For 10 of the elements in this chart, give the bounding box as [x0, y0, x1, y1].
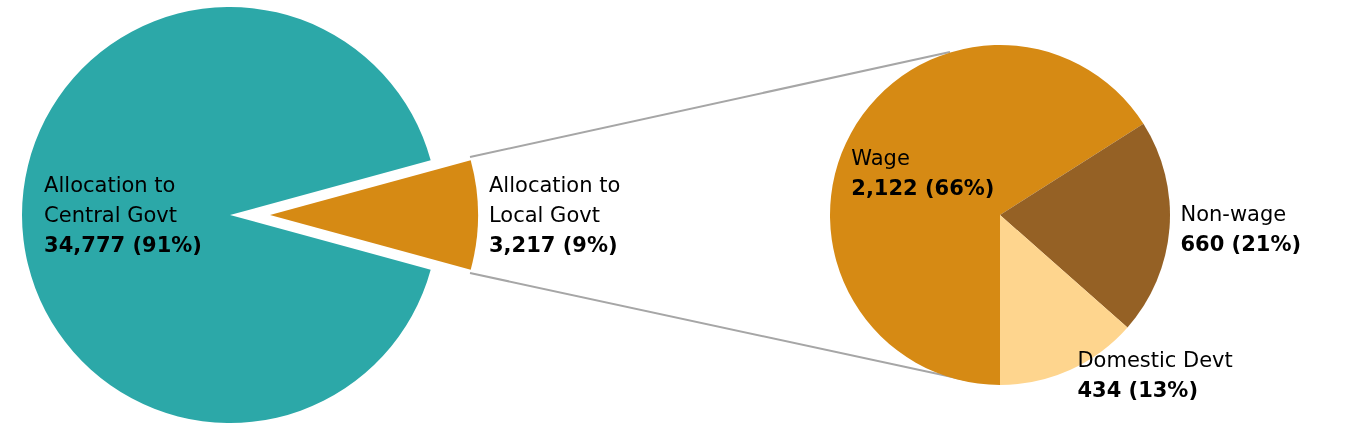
slice-label: Domestic Devt: [1077, 348, 1233, 373]
data-label: 34,777 (91%): [44, 233, 202, 257]
slice-label: Allocation to Local Govt: [489, 173, 621, 227]
data-label: 434 (13%): [1077, 378, 1199, 403]
slice-label: Non-wage: [1180, 201, 1287, 226]
data-label: 2,122 (66%): [851, 175, 995, 200]
slice-label: Wage: [851, 145, 910, 170]
slice-label: Allocation to Central Govt: [44, 173, 178, 227]
data-label: 3,217 (9%): [489, 233, 618, 257]
data-label: 660 (21%): [1180, 231, 1302, 256]
